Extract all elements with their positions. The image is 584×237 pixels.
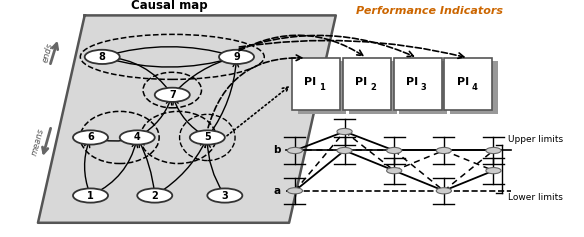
Circle shape bbox=[155, 88, 190, 102]
Text: 8: 8 bbox=[99, 52, 106, 62]
FancyBboxPatch shape bbox=[343, 58, 391, 110]
Text: 7: 7 bbox=[169, 90, 176, 100]
Circle shape bbox=[137, 188, 172, 203]
Circle shape bbox=[207, 188, 242, 203]
Text: 3: 3 bbox=[221, 191, 228, 201]
Text: PI: PI bbox=[355, 77, 367, 87]
Text: 4: 4 bbox=[472, 83, 478, 92]
Circle shape bbox=[486, 147, 501, 154]
Text: PI: PI bbox=[457, 77, 469, 87]
Circle shape bbox=[287, 147, 303, 154]
FancyBboxPatch shape bbox=[399, 61, 447, 114]
Text: PI: PI bbox=[406, 77, 418, 87]
Circle shape bbox=[85, 50, 120, 64]
Circle shape bbox=[73, 130, 108, 145]
Text: Causal map: Causal map bbox=[131, 0, 208, 12]
Text: ends: ends bbox=[41, 41, 55, 63]
FancyBboxPatch shape bbox=[444, 58, 492, 110]
Circle shape bbox=[120, 130, 155, 145]
Text: 5: 5 bbox=[204, 132, 211, 142]
Text: b: b bbox=[273, 146, 280, 155]
Text: Performance Indicators: Performance Indicators bbox=[356, 6, 503, 16]
Text: Upper limits: Upper limits bbox=[508, 135, 563, 144]
Circle shape bbox=[287, 188, 303, 194]
FancyBboxPatch shape bbox=[298, 61, 346, 114]
Polygon shape bbox=[38, 15, 336, 223]
Circle shape bbox=[190, 130, 225, 145]
Text: 3: 3 bbox=[421, 83, 427, 92]
FancyBboxPatch shape bbox=[394, 58, 442, 110]
Circle shape bbox=[73, 188, 108, 203]
Text: 2: 2 bbox=[151, 191, 158, 201]
Text: PI: PI bbox=[304, 77, 317, 87]
Text: 2: 2 bbox=[370, 83, 376, 92]
Circle shape bbox=[219, 50, 254, 64]
Text: Lower limits: Lower limits bbox=[508, 193, 563, 202]
FancyBboxPatch shape bbox=[292, 58, 340, 110]
Circle shape bbox=[486, 168, 501, 174]
Circle shape bbox=[387, 168, 402, 174]
Text: 1: 1 bbox=[319, 83, 325, 92]
Text: 6: 6 bbox=[87, 132, 94, 142]
Text: a: a bbox=[273, 186, 280, 196]
Text: means: means bbox=[30, 128, 46, 157]
Circle shape bbox=[337, 128, 352, 135]
Circle shape bbox=[436, 188, 451, 194]
FancyBboxPatch shape bbox=[450, 61, 498, 114]
Text: 4: 4 bbox=[134, 132, 141, 142]
Text: 1: 1 bbox=[87, 191, 94, 201]
FancyBboxPatch shape bbox=[349, 61, 397, 114]
Circle shape bbox=[337, 147, 352, 154]
Circle shape bbox=[436, 147, 451, 154]
Text: 9: 9 bbox=[233, 52, 240, 62]
Circle shape bbox=[387, 147, 402, 154]
